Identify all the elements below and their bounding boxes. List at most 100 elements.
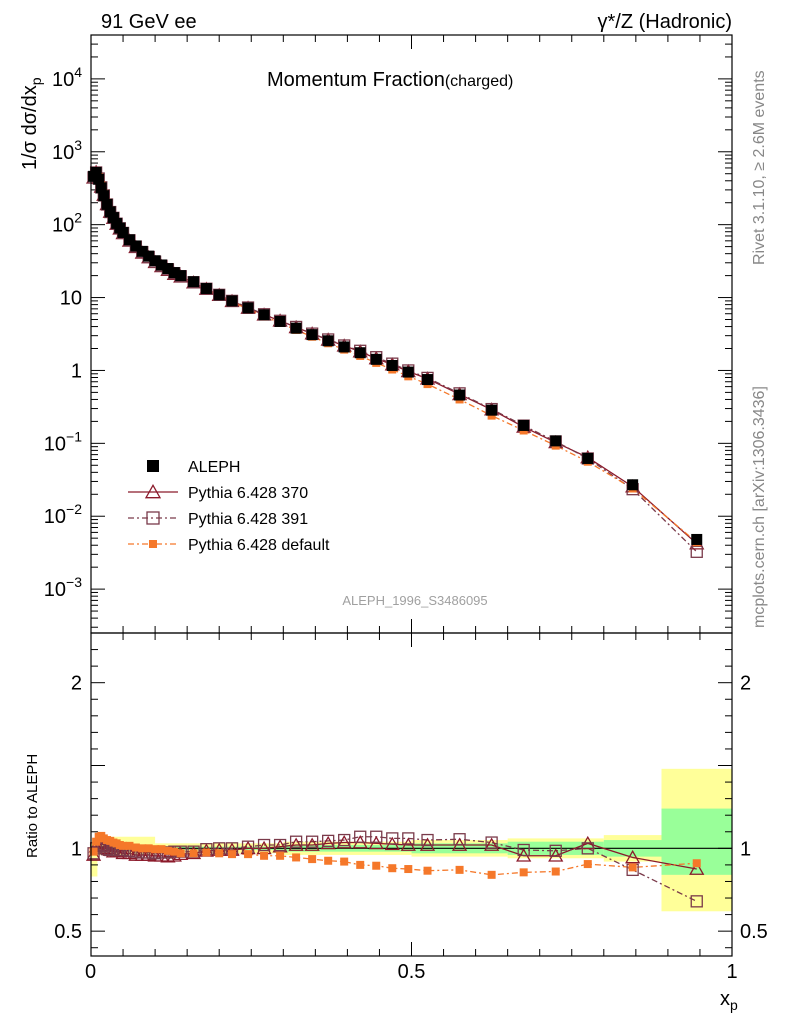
- ratio-point-3: [308, 855, 317, 864]
- ratio-point-3: [340, 857, 349, 866]
- legend-entry: Pythia 6.428 default: [188, 537, 330, 554]
- mcplots-label: mcplots.cern.ch [arXiv:1306.3436]: [751, 386, 768, 628]
- ratio-frame: [90, 632, 733, 957]
- ratio-point-1: [625, 849, 641, 864]
- main-point-0: [322, 335, 334, 347]
- ratio-point-2: [421, 833, 434, 847]
- main-point-0: [149, 255, 161, 267]
- main-point-0: [168, 267, 180, 279]
- main-title-sub: (charged): [445, 73, 513, 90]
- main-ytick-label: 10−2: [44, 501, 82, 528]
- ratio-xlabel-sub: p: [730, 997, 738, 1013]
- main-ytick-label: 1: [71, 360, 82, 382]
- ratio-point-3: [388, 864, 397, 873]
- main-point-0: [101, 198, 113, 210]
- main-ytick-exp: 2: [74, 210, 82, 226]
- ratio-axis-ticks: 0.5 0.51 12 20 0.5 1: [54, 633, 768, 983]
- main-point-0: [104, 206, 116, 218]
- ratio-point-2: [402, 832, 415, 845]
- main-point-0: [550, 435, 562, 447]
- main-point-0: [274, 315, 286, 327]
- main-ytick-exp: 4: [74, 64, 82, 80]
- ratio-point-1: [336, 834, 352, 849]
- main-point-0: [136, 245, 148, 257]
- main-ytick-label: 10: [60, 288, 82, 310]
- ratio-ytick-label-left: 2: [71, 673, 82, 695]
- ratio-point-3: [189, 849, 198, 858]
- main-point-0: [162, 263, 174, 275]
- header-right: γ*/Z (Hadronic): [598, 11, 732, 33]
- ratio-point-3: [455, 865, 464, 874]
- ratio-point-1: [304, 837, 320, 851]
- ratio-point-3: [583, 860, 592, 869]
- ratio-point-3: [423, 866, 432, 875]
- ratio-point-2: [289, 835, 303, 848]
- ratio-xtick-label: 1: [726, 961, 737, 983]
- ratio-point-2: [322, 834, 335, 848]
- ratio-point-2: [485, 836, 498, 849]
- legend-marker: [149, 540, 157, 548]
- main-point-0: [226, 295, 238, 307]
- ratio-point-2: [517, 843, 530, 857]
- ratio-point-3: [356, 860, 365, 869]
- ratio-point-3: [119, 841, 128, 850]
- main-ytick-label: 103: [52, 137, 82, 164]
- main-ytick-base: 10: [52, 69, 74, 91]
- ratio-point-1: [112, 844, 128, 858]
- main-ylabel-text: 1/σ dσ/dx: [19, 85, 41, 170]
- ratio-ytick-label-right: 2: [740, 673, 751, 695]
- ratio-point-3: [244, 850, 253, 859]
- main-point-0: [422, 374, 434, 386]
- ratio-xtick-label: 0: [85, 961, 96, 983]
- main-ytick-base: 10: [52, 142, 74, 164]
- ratio-point-3: [519, 868, 528, 877]
- ratio-point-3: [487, 870, 496, 879]
- legend-entry: Pythia 6.428 391: [188, 511, 308, 528]
- ratio-point-3: [202, 848, 211, 857]
- main-point-0: [486, 404, 498, 416]
- main-point-0: [258, 309, 270, 321]
- main-point-0: [175, 270, 187, 282]
- main-point-0: [123, 234, 135, 246]
- ratio-point-3: [170, 847, 179, 856]
- ratio-ytick-label-left: 1: [71, 838, 82, 860]
- ratio-point-3: [215, 849, 224, 858]
- legend-entry: Pythia 6.428 370: [188, 485, 308, 502]
- analysis-label: ALEPH_1996_S3486095: [342, 593, 487, 608]
- main-point-0: [454, 389, 466, 401]
- ratio-point-3: [228, 850, 237, 859]
- ratio-point-1: [121, 845, 138, 860]
- legend-marker: [147, 460, 159, 472]
- ratio-point-3: [372, 861, 381, 870]
- ratio-point-3: [89, 847, 98, 856]
- main-point-0: [93, 173, 105, 185]
- ratio-point-3: [176, 849, 185, 858]
- ratio-point-3: [138, 844, 147, 853]
- main-ylabel-sub: p: [28, 77, 44, 85]
- ratio-point-2: [690, 895, 703, 908]
- legend: ALEPH Pythia 6.428 370 Pythia 6.428 391 Pyt…: [128, 459, 330, 554]
- main-ytick-label: 102: [52, 210, 82, 237]
- main-point-0: [338, 341, 350, 353]
- ratio-point-3: [628, 863, 637, 872]
- ratio-bands: [91, 768, 732, 912]
- ratio-point-1: [419, 837, 436, 851]
- main-point-0: [130, 240, 142, 252]
- ratio-point-1: [288, 837, 304, 851]
- ratio-xtick-label: 0.5: [398, 961, 426, 983]
- main-ytick-exp: −3: [66, 574, 82, 590]
- main-point-0: [354, 347, 366, 359]
- main-point-0: [386, 359, 398, 371]
- ratio-point-3: [404, 865, 413, 874]
- ratio-xlabel: xp: [720, 988, 738, 1013]
- main-point-0: [290, 322, 302, 334]
- main-ytick-exp: −1: [66, 428, 82, 444]
- main-ytick-label: 10−3: [44, 574, 82, 601]
- rivet-label: Rivet 3.1.10, ≥ 2.6M events: [751, 70, 768, 265]
- ratio-point-2: [581, 842, 594, 855]
- main-ytick-label: 10−1: [44, 428, 82, 455]
- ratio-point-3: [292, 853, 301, 862]
- main-ytick-exp: 3: [74, 137, 82, 153]
